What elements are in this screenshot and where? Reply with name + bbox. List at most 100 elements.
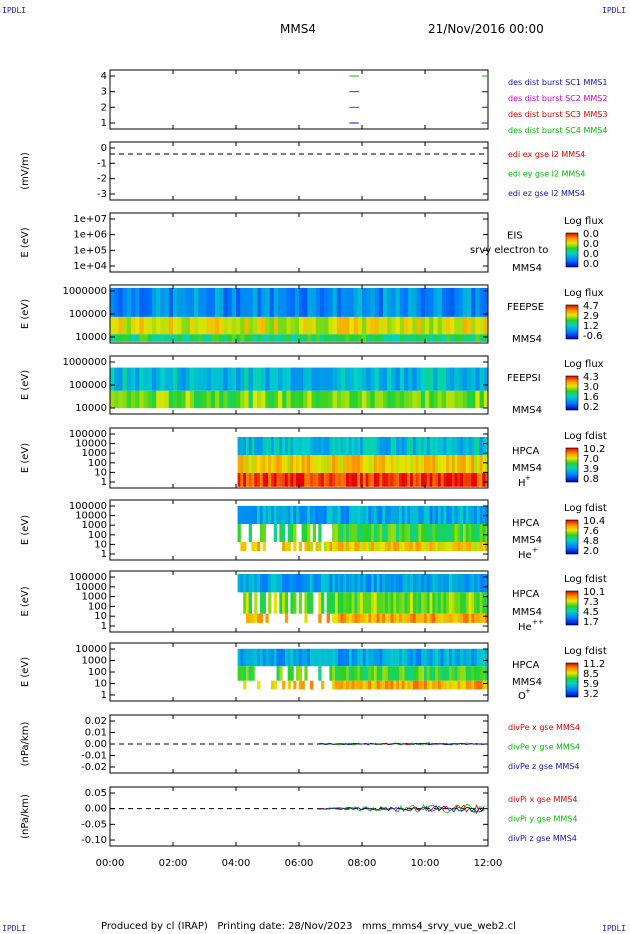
spectrogram-cell xyxy=(390,524,394,542)
spectrogram-cell xyxy=(345,390,350,409)
spectrogram-cell xyxy=(284,455,289,473)
spectrogram-cell xyxy=(332,680,336,690)
spectrogram-cell xyxy=(332,367,338,391)
spectrogram-cell xyxy=(401,524,406,542)
spectrogram-cell xyxy=(415,592,419,614)
spectrogram-cell xyxy=(139,367,145,391)
spectrogram-cell xyxy=(251,574,255,593)
spectrogram-cell xyxy=(393,455,397,473)
spectrogram-cell xyxy=(299,316,304,335)
spectrogram-cell xyxy=(268,437,272,455)
spectrogram-cell xyxy=(210,367,216,391)
spectrogram-cell xyxy=(412,455,417,473)
spectrogram-cell xyxy=(432,524,436,542)
spectrogram-cell xyxy=(248,390,254,409)
colorbar-tick-label: 2.0 xyxy=(583,546,599,557)
spectrogram-cell xyxy=(435,648,439,667)
spectrogram-cell xyxy=(449,506,453,524)
spectrogram-cell xyxy=(298,680,303,690)
legend-entry: des dist burst SC3 MMS3 xyxy=(508,110,607,119)
spectrogram-cell xyxy=(443,680,447,690)
spectrogram-cell xyxy=(346,473,350,487)
spectrogram-cell xyxy=(457,542,461,551)
spectrogram-cell xyxy=(395,390,401,409)
spectrogram-cell xyxy=(160,316,166,335)
spectrogram-cell xyxy=(404,390,409,409)
spectrogram-cell xyxy=(287,574,291,593)
spectrogram-cell xyxy=(471,390,476,409)
spectrogram-cell xyxy=(259,437,264,455)
spectrogram-cell xyxy=(294,316,300,335)
y-tick-label: -0.05 xyxy=(81,819,107,830)
spectrogram-cell xyxy=(429,506,433,524)
spectrogram-cell xyxy=(227,334,233,342)
spectrogram-cell xyxy=(318,574,322,593)
legend-entry: divPe z gse MMS4 xyxy=(508,762,579,771)
spectrogram-cell xyxy=(467,390,472,409)
spectrogram-cell xyxy=(479,524,483,542)
species-superscript: + xyxy=(525,687,531,695)
spectrogram-cell xyxy=(401,455,406,473)
spectrogram-cell xyxy=(373,680,378,690)
spectrogram-cell xyxy=(462,524,467,542)
spectrogram-cell xyxy=(475,287,481,317)
spectrogram-cell xyxy=(379,666,383,681)
spectrogram-cell xyxy=(354,613,358,623)
spectrogram-cell xyxy=(189,390,195,409)
spectrogram-cell xyxy=(276,473,280,487)
spectrogram-cell xyxy=(476,506,481,524)
spectrogram-cell xyxy=(324,334,329,342)
spectrogram-cell xyxy=(334,666,339,681)
spectrogram-cell xyxy=(251,542,255,551)
spectrogram-cell xyxy=(259,524,264,542)
x-tick-label: 10:00 xyxy=(411,858,440,869)
header-date: 21/Nov/2016 00:00 xyxy=(428,22,544,36)
spectrogram-cell xyxy=(307,316,313,335)
spectrogram-cell xyxy=(337,506,342,524)
spectrogram-cell xyxy=(437,455,442,473)
spectrogram-cell xyxy=(278,334,283,342)
spectrogram-cell xyxy=(340,542,344,551)
y-axis-label: E (eV) xyxy=(20,370,31,400)
instrument-label: HPCA xyxy=(512,446,540,457)
spectrogram-cell xyxy=(223,287,229,317)
spectrogram-cell xyxy=(429,316,434,335)
spectrogram-cell xyxy=(368,648,372,667)
spectrogram-cell xyxy=(307,574,311,593)
spectrogram-cell xyxy=(336,287,342,317)
spectrogram-cell xyxy=(290,455,294,473)
spectrogram-cell xyxy=(468,455,472,473)
corner-label-br: IPDLI xyxy=(602,924,627,933)
spectrogram-cell xyxy=(143,367,149,391)
spectrogram-cell xyxy=(181,367,187,391)
spectrogram-cell xyxy=(312,506,316,524)
spectrogram-cell xyxy=(315,334,321,342)
spectrogram-cell xyxy=(354,524,358,542)
spectrogram-cell xyxy=(383,316,388,335)
spectrogram-cell xyxy=(454,334,460,342)
spectrogram-cell xyxy=(147,390,153,409)
spectrogram-cell xyxy=(348,648,353,667)
y-tick-label: 0.00 xyxy=(85,739,107,750)
spectrogram-cell xyxy=(329,437,333,455)
spectrogram-cell xyxy=(421,680,425,690)
spectrogram-cell xyxy=(323,437,328,455)
spectrogram-cell xyxy=(432,574,436,593)
spectrogram-cell xyxy=(458,390,464,409)
spectrogram-cell xyxy=(368,455,372,473)
spectrogram-cell xyxy=(262,542,266,551)
spectrogram-cell xyxy=(425,287,430,317)
spectrogram-cell xyxy=(348,455,353,473)
spectrogram-cell xyxy=(421,542,425,551)
spectrogram-cell xyxy=(301,455,305,473)
spectrogram-cell xyxy=(321,648,325,667)
spectrogram-cell xyxy=(415,613,419,623)
spectrogram-cell xyxy=(321,473,325,487)
y-tick-label: 10000 xyxy=(75,332,107,343)
spectrogram-cell xyxy=(383,367,388,391)
spectrogram-cell xyxy=(248,524,252,542)
spectrogram-cell xyxy=(328,334,334,342)
spectrogram-cell xyxy=(348,680,353,690)
spectrogram-cell xyxy=(440,455,444,473)
colorbar-tick-label: 11.2 xyxy=(583,659,605,670)
